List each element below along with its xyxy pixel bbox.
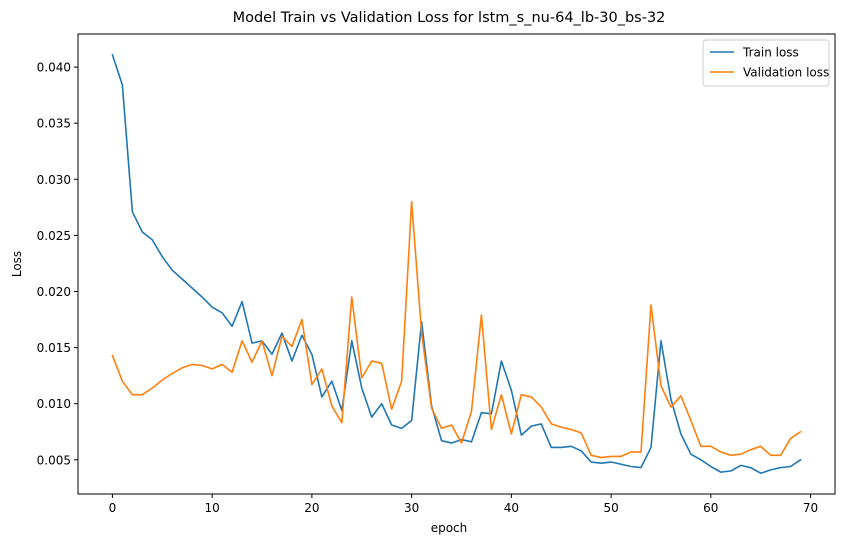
legend-label: Train loss [742,46,799,60]
y-tick-label: 0.015 [37,341,71,355]
y-axis-ticks: 0.005 0.010 0.015 0.020 0.025 0.030 0.035 0.040 [37,61,78,467]
x-tick-label: 40 [504,501,519,515]
x-tick-label: 60 [703,501,718,515]
x-tick-label: 30 [404,501,419,515]
legend-label: Validation loss [743,66,829,80]
plot-area [77,33,836,495]
x-tick-label: 10 [205,501,220,515]
x-tick-label: 50 [603,501,618,515]
axes-frame [77,33,836,495]
x-tick-label: 0 [109,501,117,515]
series-line-train-loss [111,53,802,475]
chart-title: Model Train vs Validation Loss for lstm_… [233,10,666,26]
y-tick-label: 0.040 [37,61,71,75]
y-tick-label: 0.025 [37,229,71,243]
x-axis-label: epoch [431,521,468,535]
x-axis-ticks: 0 10 20 30 40 50 60 70 [109,494,818,515]
x-tick-label: 20 [304,501,319,515]
y-tick-label: 0.005 [37,453,71,467]
legend-box [702,39,830,87]
y-tick-label: 0.030 [37,173,71,187]
y-tick-label: 0.035 [37,117,71,131]
y-tick-label: 0.020 [37,285,71,299]
y-axis-label: Loss [10,251,24,277]
series-line-validation-loss [111,200,802,459]
y-tick-label: 0.010 [37,397,71,411]
legend: Train loss Validation loss [702,39,830,87]
series-lines [111,53,802,475]
x-tick-label: 70 [803,501,818,515]
